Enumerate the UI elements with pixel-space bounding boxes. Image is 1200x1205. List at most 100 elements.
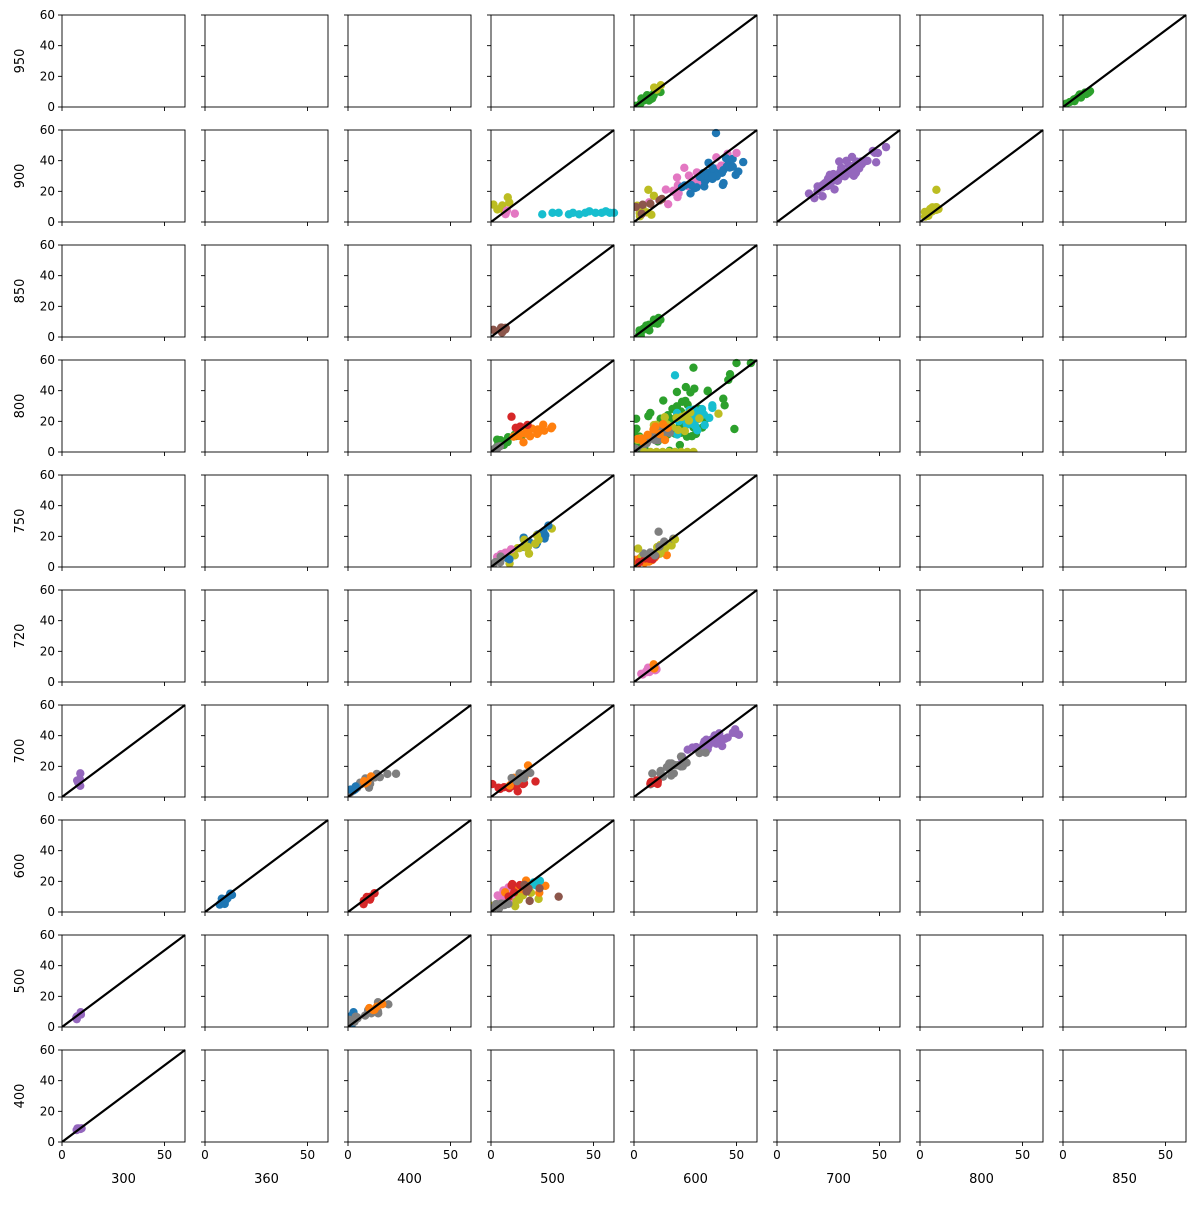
scatter-point (718, 180, 728, 190)
subplot-frame (61, 14, 186, 108)
subplot-950-400 (344, 14, 472, 111)
scatter-point (510, 901, 520, 911)
subplot-850-700 (773, 244, 901, 341)
row-label: 700 (13, 739, 28, 764)
subplot-frame (61, 129, 186, 223)
scatter-point (510, 209, 520, 218)
subplot-frame (347, 474, 472, 568)
row-label: 850 (13, 279, 28, 304)
subplot-frame (919, 589, 1044, 683)
subplot-data (634, 14, 758, 107)
scatter-point (818, 192, 827, 201)
scatter-point (684, 171, 694, 180)
subplot-frame (919, 14, 1044, 108)
y-tick-label: 60 (40, 928, 55, 942)
identity-line (491, 129, 615, 222)
row-label: 720 (13, 624, 28, 649)
subplot-frame (347, 589, 472, 683)
identity-line (348, 819, 472, 912)
subplot-frame (204, 129, 329, 223)
subplot-400-300: 0 50 0 20 40 60 (40, 1043, 186, 1162)
subplot-data (634, 358, 758, 452)
scatter-point (535, 884, 544, 893)
y-tick-label: 0 (47, 330, 55, 344)
scatter-point (660, 435, 670, 445)
scatter-point (649, 191, 659, 200)
x-tick-label: 0 (1059, 1148, 1067, 1162)
scatter-point (513, 787, 522, 796)
subplot-data (491, 129, 619, 222)
subplot-800-500 (487, 359, 615, 456)
y-tick-label: 40 (40, 614, 55, 628)
y-tick-label: 60 (40, 238, 55, 252)
subplot-data (491, 819, 615, 912)
scatter-point (548, 208, 557, 217)
subplot-720-360 (201, 589, 329, 686)
row-label: 800 (13, 394, 28, 419)
subplot-900-400 (344, 129, 472, 226)
subplot-data (348, 704, 472, 797)
subplot-950-600 (630, 14, 758, 111)
scatter-point (547, 422, 557, 431)
subplot-frame (1062, 359, 1187, 453)
scatter-point (686, 180, 696, 190)
subplot-frame (204, 14, 329, 108)
subplot-data (491, 474, 615, 567)
scatter-point (391, 769, 401, 778)
subplot-frame (490, 359, 615, 453)
subplot-data (777, 129, 901, 222)
y-tick-label: 0 (47, 1135, 55, 1149)
scatter-point (659, 396, 668, 405)
scatter-point (667, 771, 676, 780)
subplot-800-400 (344, 359, 472, 456)
subplot-850-500 (487, 244, 615, 341)
row-label: 950 (13, 49, 28, 74)
x-tick-label: 0 (487, 1148, 495, 1162)
x-tick-label: 50 (586, 1148, 601, 1162)
scatter-point (670, 371, 680, 380)
y-tick-label: 0 (47, 215, 55, 229)
scatter-point (732, 358, 741, 368)
subplot-800-800 (916, 359, 1044, 456)
subplot-900-360 (201, 129, 329, 226)
subplot-frame (919, 474, 1044, 568)
x-tick-label: 0 (201, 1148, 209, 1162)
subplot-frame (1062, 589, 1187, 683)
subplot-900-850 (1059, 129, 1187, 226)
subplot-frame (1062, 129, 1187, 223)
subplot-data (62, 1049, 186, 1142)
scatter-point (932, 185, 941, 194)
subplot-data (205, 819, 329, 912)
subplot-frame (776, 819, 901, 913)
scatter-point (521, 543, 531, 552)
subplot-500-600 (630, 934, 758, 1031)
subplot-frame (204, 819, 329, 913)
subplot-frame (61, 934, 186, 1028)
y-tick-label: 20 (40, 759, 55, 773)
x-tick-label: 0 (630, 1148, 638, 1162)
y-tick-label: 40 (40, 729, 55, 743)
subplot-data (1063, 14, 1187, 107)
subplot-frame (919, 129, 1044, 223)
subplot-frame (347, 14, 472, 108)
subplot-950-300: 0 20 40 60 (40, 8, 186, 114)
scatter-point (384, 1000, 393, 1009)
scatter-point (700, 182, 709, 191)
subplot-frame (776, 589, 901, 683)
x-tick-label: 50 (443, 1148, 458, 1162)
x-tick-label: 50 (157, 1148, 172, 1162)
scatter-point (638, 200, 647, 209)
subplot-frame (1062, 934, 1187, 1028)
subplot-data (62, 934, 186, 1027)
subplot-frame (919, 359, 1044, 453)
y-tick-label: 60 (40, 353, 55, 367)
subplot-frame (204, 244, 329, 338)
subplot-600-360 (201, 819, 329, 916)
y-tick-label: 40 (40, 269, 55, 283)
subplot-frame (776, 934, 901, 1028)
row-label: 400 (13, 1084, 28, 1109)
subplot-frame (61, 244, 186, 338)
y-tick-label: 40 (40, 154, 55, 168)
subplot-400-850: 0 50 (1059, 1049, 1187, 1162)
